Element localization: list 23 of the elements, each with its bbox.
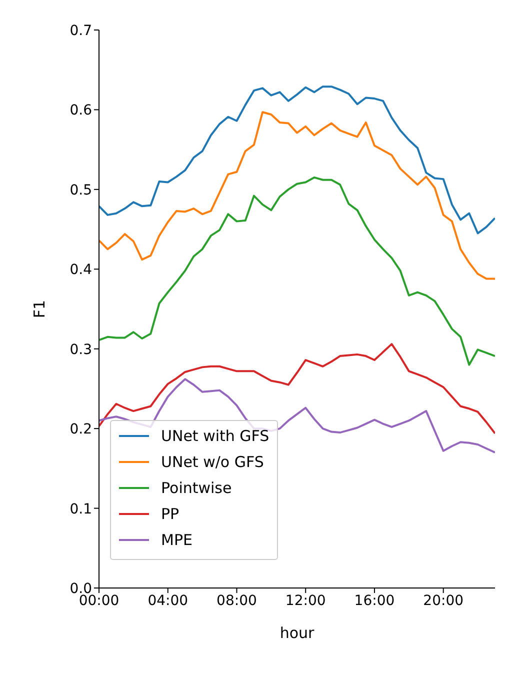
y-tick-label: 0.2 (70, 422, 92, 438)
line-series (99, 111, 495, 280)
line-series (99, 86, 495, 234)
x-tick-label: 12:00 (285, 592, 326, 609)
x-tick-label: 04:00 (148, 592, 188, 609)
y-axis-title: F1 (30, 300, 48, 318)
y-tick-label: 0.5 (70, 182, 92, 198)
line-series (99, 176, 495, 366)
x-axis-title: hour (280, 624, 316, 642)
x-tick-label: 16:00 (354, 592, 395, 609)
legend-label: PP (161, 505, 180, 523)
x-tick-label: 08:00 (216, 592, 257, 609)
legend-label: MPE (161, 531, 192, 549)
y-tick-label: 0.4 (70, 262, 92, 278)
x-tick-label: 00:00 (78, 592, 120, 609)
legend-label: UNet with GFS (161, 427, 270, 445)
legend-label: Pointwise (161, 479, 232, 497)
y-tick-label: 0.6 (70, 102, 92, 119)
y-tick-label: 0.3 (70, 342, 92, 358)
legend-label: UNet w/o GFS (161, 453, 264, 471)
x-tick-label: 20:00 (423, 592, 464, 609)
y-tick-label: 0.1 (70, 501, 92, 518)
y-tick-label: 0.7 (70, 22, 92, 39)
